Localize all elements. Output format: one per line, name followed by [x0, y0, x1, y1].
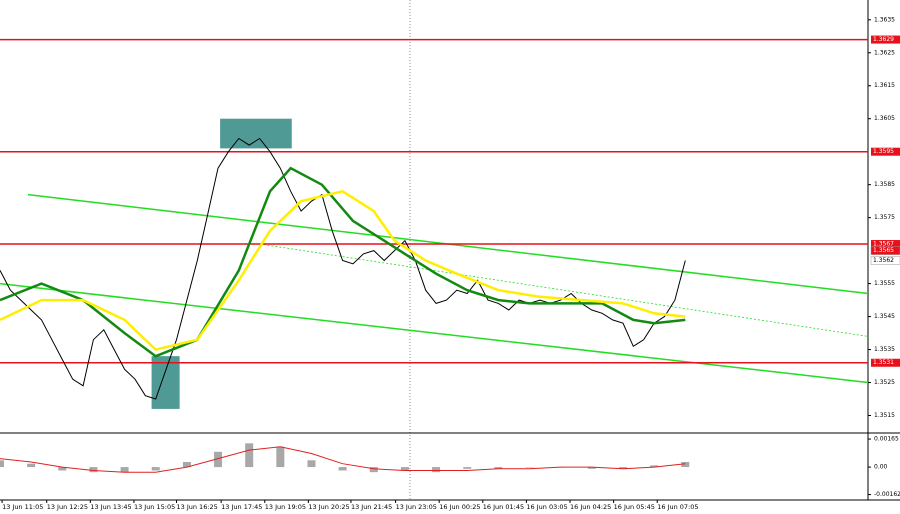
- level-label-box: [871, 147, 900, 156]
- x-tick-label: 13 Jun 21:45: [351, 503, 392, 511]
- x-tick-label: 13 Jun 19:05: [265, 503, 306, 511]
- moving-average: [0, 166, 686, 358]
- price-marker-label: 1.3562: [873, 257, 894, 264]
- x-tick-label: 13 Jun 12:25: [47, 503, 88, 511]
- histogram-bar: [432, 467, 441, 473]
- level-label-box: [871, 240, 900, 249]
- y-tick-label: 1.3605: [874, 115, 895, 122]
- y-tick-label: 1.3545: [874, 313, 895, 320]
- histogram-bar: [89, 467, 98, 473]
- price-marker-box: [870, 246, 900, 255]
- y-tick-label: 1.3635: [874, 16, 895, 23]
- y-tick-label: 1.3555: [874, 280, 895, 287]
- histogram-bar: [182, 461, 191, 468]
- histogram-bar: [525, 467, 534, 468]
- histogram-bar: [58, 467, 67, 471]
- x-tick-label: 16 Jun 00:25: [439, 503, 480, 511]
- y-tick-label: 0.00: [874, 464, 888, 471]
- histogram-bar: [463, 467, 472, 469]
- y-tick-label: 0.00165: [874, 436, 899, 443]
- histogram-bar: [369, 467, 378, 473]
- price-line: [0, 137, 686, 400]
- y-tick-label: 1.3535: [874, 346, 895, 353]
- histogram-bar: [338, 467, 347, 471]
- trend-line: [259, 243, 869, 337]
- x-tick-label: 16 Jun 04:25: [570, 503, 611, 511]
- histogram-bar: [494, 467, 503, 469]
- histogram-bar: [245, 443, 254, 468]
- y-tick-label: -0.00162: [874, 491, 900, 498]
- level-label-box: [871, 35, 900, 44]
- level-label: 1.3567: [873, 241, 894, 248]
- histogram-bar: [650, 465, 659, 468]
- trend-line: [0, 282, 869, 384]
- signal-line: [0, 446, 686, 473]
- price-marker-label: 1.3565: [873, 247, 894, 254]
- histogram-bar: [618, 467, 627, 469]
- price-marker-box: [870, 256, 900, 265]
- y-tick-label: 1.3575: [874, 214, 895, 221]
- y-tick-label: 1.3515: [874, 412, 895, 419]
- x-tick-label: 13 Jun 15:05: [134, 503, 175, 511]
- histogram-bar: [120, 467, 129, 473]
- level-label: 1.3629: [873, 36, 894, 43]
- histogram-bar: [214, 451, 223, 468]
- histogram-bar: [307, 460, 316, 468]
- x-tick-label: 13 Jun 16:25: [177, 503, 218, 511]
- x-tick-label: 13 Jun 13:45: [90, 503, 131, 511]
- histogram-bar: [587, 467, 596, 469]
- signal-zone: [151, 356, 180, 409]
- x-tick-label: 13 Jun 11:05: [2, 503, 43, 511]
- moving-average: [0, 189, 686, 351]
- signal-zone: [220, 118, 292, 149]
- y-tick-label: 1.3615: [874, 82, 895, 89]
- x-tick-label: 16 Jun 07:05: [657, 503, 698, 511]
- x-tick-label: 16 Jun 05:45: [614, 503, 655, 511]
- x-tick-label: 13 Jun 23:05: [396, 503, 437, 511]
- x-tick-label: 16 Jun 03:05: [526, 503, 567, 511]
- level-label: 1.3595: [873, 148, 894, 155]
- x-tick-label: 13 Jun 17:45: [221, 503, 262, 511]
- y-tick-label: 1.3625: [874, 49, 895, 56]
- level-label-box: [871, 358, 900, 367]
- histogram-bar: [276, 446, 285, 468]
- histogram-bar: [27, 463, 36, 468]
- histogram-bar: [681, 461, 690, 468]
- y-tick-label: 1.3585: [874, 181, 895, 188]
- histogram-bar: [0, 460, 4, 468]
- histogram-bar: [151, 467, 160, 471]
- y-tick-label: 1.3525: [874, 379, 895, 386]
- x-tick-label: 13 Jun 20:25: [308, 503, 349, 511]
- histogram-bar: [400, 467, 409, 471]
- x-tick-label: 16 Jun 01:45: [483, 503, 524, 511]
- level-label: 1.3531: [873, 359, 894, 366]
